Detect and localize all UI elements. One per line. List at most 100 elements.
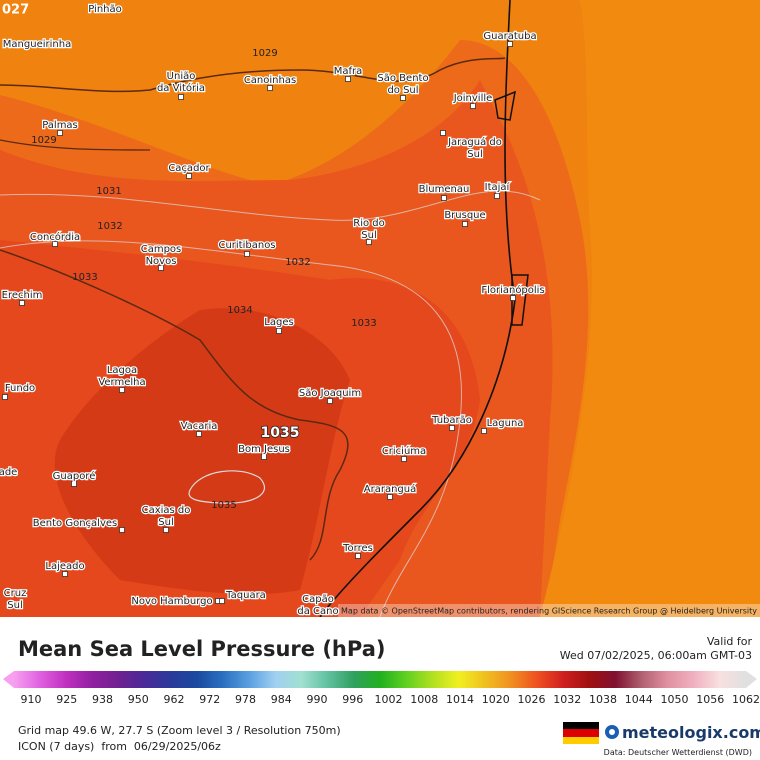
attribution-bg xyxy=(338,604,760,617)
city-label: da Cano xyxy=(297,606,338,617)
city-marker xyxy=(19,300,25,306)
city-label: Palmas xyxy=(42,120,78,131)
city-label: Sul xyxy=(7,600,22,611)
scale-label: 972 xyxy=(199,693,221,706)
footer-title: Mean Sea Level Pressure (hPa) xyxy=(18,637,386,661)
city-label: União xyxy=(167,71,196,82)
scale-label: 938 xyxy=(92,693,113,706)
city-marker xyxy=(510,295,516,301)
city-marker xyxy=(355,553,361,559)
scale-arrow-left xyxy=(3,671,14,688)
city-marker xyxy=(219,598,225,604)
scale-arrow-right xyxy=(746,671,757,688)
corner-label: 027 xyxy=(2,3,29,18)
city-label: Vacaria xyxy=(181,421,218,432)
scale-label: 1062 xyxy=(732,693,760,706)
city-label: da Vitória xyxy=(157,82,205,94)
scale-label: 1008 xyxy=(410,693,439,706)
isobar-label: 1029 xyxy=(31,135,56,146)
city-label: Tubarão xyxy=(431,415,472,426)
city-marker xyxy=(276,328,282,334)
region-1034 xyxy=(54,308,351,595)
city-marker xyxy=(119,387,125,393)
brand-logo xyxy=(605,725,619,739)
city-label: Mangueirinha xyxy=(3,39,71,50)
brand[interactable]: meteologix.com xyxy=(622,723,760,742)
city-marker xyxy=(2,394,8,400)
city-label: Araranguá xyxy=(364,483,416,495)
scale-label: 978 xyxy=(235,693,256,706)
city-label: Curitibanos xyxy=(218,240,275,251)
scale-label: 1014 xyxy=(446,693,474,706)
city-label: Sul xyxy=(158,517,173,528)
scale-label: 1026 xyxy=(517,693,546,706)
city-marker xyxy=(57,130,63,136)
city-label: Bento Gonçalves xyxy=(33,518,117,529)
city-label: Lages xyxy=(264,317,293,328)
city-marker xyxy=(62,571,68,577)
city-label: Rio do xyxy=(353,218,385,229)
scale-label: 1056 xyxy=(696,693,725,706)
city-marker xyxy=(178,94,184,100)
color-scale xyxy=(14,671,746,688)
city-label: ade xyxy=(0,467,17,478)
model-info: ICON (7 days) from 06/29/2025/06z xyxy=(18,740,221,753)
scale-label: 1020 xyxy=(481,693,510,706)
isobar-label: 1029 xyxy=(252,48,277,59)
city-label: Pinhão xyxy=(88,4,122,15)
city-label: Lagoa xyxy=(107,365,137,376)
scale-arrows xyxy=(3,671,757,688)
city-marker xyxy=(267,85,273,91)
isobar xyxy=(188,470,266,504)
city-marker xyxy=(71,481,77,487)
valid-label: Valid for xyxy=(706,635,752,648)
scale-label: 996 xyxy=(342,693,364,706)
city-marker xyxy=(481,428,487,434)
scale-labels: 910 925 938 950 962 972 978 984 990 996 1002 1008 10… xyxy=(0,693,760,707)
isobar xyxy=(0,240,462,617)
city-label: Guaratuba xyxy=(483,31,536,42)
city-marker xyxy=(345,76,351,82)
sea-region xyxy=(540,0,760,617)
city-marker xyxy=(158,265,164,271)
city-marker xyxy=(387,494,393,500)
state-border xyxy=(0,57,506,93)
city-label: Sul xyxy=(361,230,376,241)
city-marker xyxy=(366,239,372,245)
attribution: Map data © OpenStreetMap contributors, r… xyxy=(341,607,757,616)
scale-label: 910 xyxy=(20,693,42,706)
city-marker xyxy=(261,454,267,460)
scale-label: 925 xyxy=(56,693,78,706)
isobar-label: 1033 xyxy=(72,272,97,283)
scale-label: 1002 xyxy=(374,693,403,706)
scale-label: 990 xyxy=(306,693,328,706)
city-marker xyxy=(119,527,125,533)
city-label: Laguna xyxy=(487,418,524,429)
city-marker xyxy=(507,41,513,47)
scale-label: 962 xyxy=(163,693,185,706)
state-border xyxy=(0,139,151,151)
isobar-label: 1035 xyxy=(211,500,236,511)
city-marker xyxy=(52,241,58,247)
city-label: Torres xyxy=(342,543,373,554)
valid-time: Wed 07/02/2025, 06:00am GMT-03 xyxy=(559,649,752,662)
isobar-label: 1033 xyxy=(351,318,376,329)
city-marker xyxy=(327,398,333,404)
city-marker xyxy=(440,130,446,136)
city-label: Bom Jesus xyxy=(238,444,290,455)
city-label: Mafra xyxy=(334,66,363,77)
city-label: Novos xyxy=(146,256,177,267)
isobar-label: 1031 xyxy=(96,186,121,197)
footer: Mean Sea Level Pressure (hPa) Valid for … xyxy=(0,617,760,760)
city-label: Erechim xyxy=(2,290,43,301)
city-marker xyxy=(494,193,500,199)
city-marker xyxy=(462,221,468,227)
scale-label: 1032 xyxy=(553,693,582,706)
grid-info: Grid map 49.6 W, 27.7 S (Zoom level 3 / … xyxy=(18,724,341,737)
city-marker xyxy=(400,95,406,101)
city-marker xyxy=(401,456,407,462)
city-label: do Sul xyxy=(387,85,418,96)
city-label: Joinville xyxy=(453,93,493,104)
city-label: Itajaí xyxy=(485,181,511,193)
